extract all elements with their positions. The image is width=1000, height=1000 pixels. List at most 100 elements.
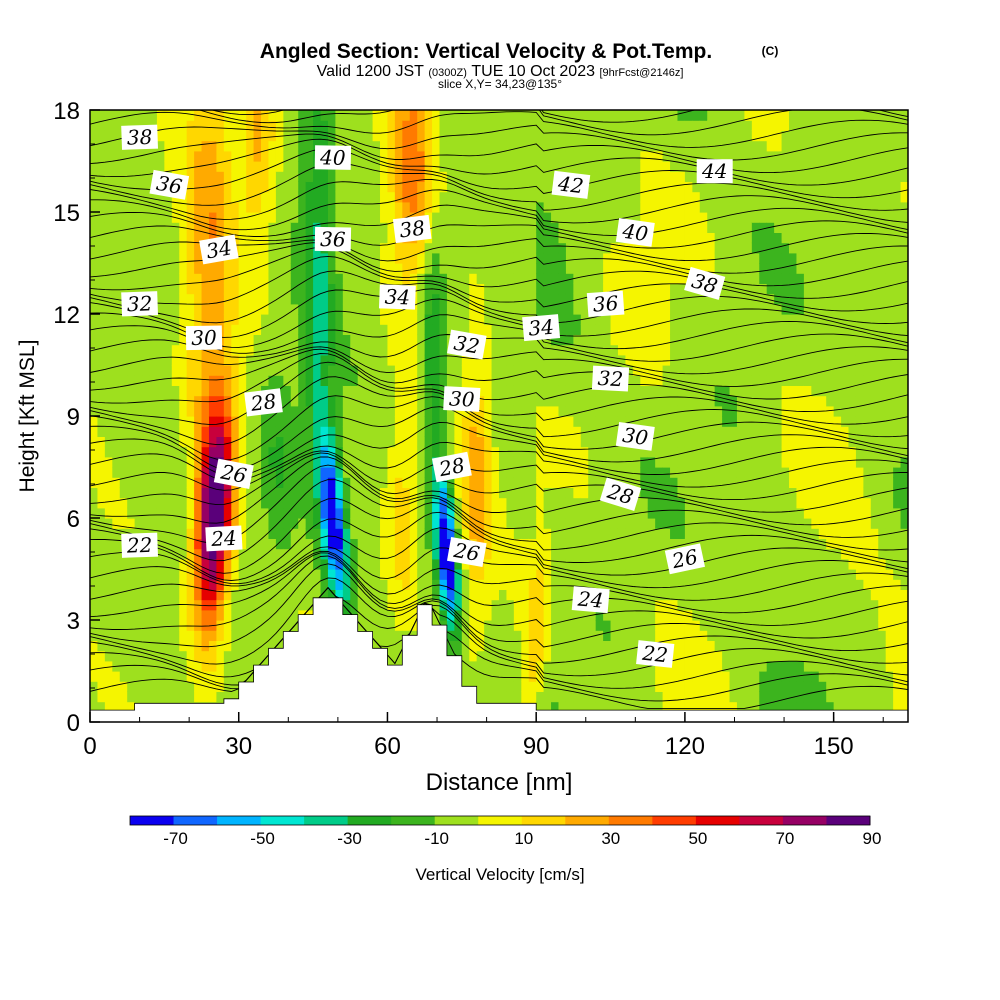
velocity-cell (536, 477, 545, 488)
velocity-cell (112, 589, 121, 601)
velocity-cell (127, 681, 136, 692)
velocity-cell (208, 283, 218, 295)
velocity-cell (394, 426, 403, 437)
velocity-cell (446, 487, 455, 499)
velocity-cell (632, 599, 641, 611)
velocity-cell (290, 609, 299, 621)
velocity-cell (149, 222, 158, 233)
velocity-cell (357, 120, 366, 131)
velocity-cell (313, 324, 322, 335)
velocity-cell (536, 487, 545, 499)
velocity-cell (424, 405, 433, 417)
velocity-cell (454, 375, 463, 386)
velocity-cell (684, 620, 693, 631)
velocity-cell (261, 191, 270, 203)
velocity-cell (127, 212, 136, 223)
velocity-cell (268, 314, 277, 325)
velocity-cell (305, 161, 314, 172)
velocity-cell (536, 701, 545, 713)
velocity-cell (97, 456, 106, 468)
velocity-cell (171, 395, 180, 407)
velocity-cell (171, 385, 180, 397)
velocity-cell (394, 252, 403, 264)
velocity-cell (655, 181, 664, 193)
velocity-cell (499, 232, 508, 244)
velocity-cell (439, 446, 448, 458)
velocity-cell (513, 365, 522, 376)
velocity-cell (283, 140, 292, 152)
velocity-cell (499, 150, 508, 162)
velocity-cell (699, 110, 708, 121)
velocity-cell (580, 456, 589, 468)
velocity-cell (432, 130, 441, 142)
velocity-cell (313, 130, 322, 142)
velocity-cell (543, 120, 552, 131)
velocity-cell (432, 354, 441, 366)
velocity-cell (335, 436, 344, 448)
velocity-cell (179, 609, 188, 621)
velocity-cell (491, 538, 500, 550)
velocity-cell (201, 375, 210, 386)
velocity-cell (231, 650, 240, 662)
velocity-cell (231, 630, 240, 641)
velocity-cell (231, 507, 240, 519)
velocity-cell (261, 416, 270, 427)
velocity-cell (268, 426, 277, 437)
velocity-cell (201, 589, 210, 601)
velocity-cell (499, 548, 508, 560)
velocity-cell (484, 344, 493, 356)
velocity-cell (112, 691, 121, 703)
velocity-cell (670, 314, 679, 325)
velocity-cell (424, 579, 433, 590)
velocity-cell (208, 191, 218, 203)
velocity-cell (692, 242, 701, 254)
velocity-cell (275, 416, 284, 427)
velocity-cell (491, 528, 500, 539)
velocity-cell (625, 691, 634, 703)
velocity-cell (588, 344, 597, 356)
velocity-cell (439, 314, 448, 325)
velocity-cell (402, 334, 411, 346)
velocity-cell (499, 385, 508, 397)
velocity-cell (536, 140, 545, 152)
velocity-cell (261, 558, 270, 570)
velocity-cell (588, 650, 597, 662)
velocity-cell (528, 548, 537, 560)
velocity-cell (142, 334, 151, 346)
velocity-cell (580, 558, 589, 570)
velocity-cell (632, 579, 641, 590)
velocity-cell (179, 120, 188, 131)
velocity-cell (424, 130, 433, 142)
velocity-cell (551, 548, 560, 560)
velocity-cell (149, 150, 158, 162)
velocity-cell (610, 528, 619, 539)
chart-title: Angled Section: Vertical Velocity & Pot.… (260, 40, 712, 63)
velocity-cell (104, 161, 113, 172)
velocity-cell (119, 314, 128, 325)
velocity-cell (655, 507, 664, 519)
velocity-cell (365, 212, 374, 223)
velocity-cell (617, 599, 627, 611)
velocity-cell (506, 405, 515, 417)
velocity-cell (610, 191, 619, 203)
velocity-cell (246, 334, 255, 346)
velocity-cell (617, 140, 627, 152)
velocity-cell (469, 273, 478, 284)
velocity-cell (119, 426, 128, 437)
velocity-cell (342, 548, 351, 560)
velocity-cell (313, 487, 322, 499)
velocity-cell (640, 609, 649, 621)
velocity-cell (171, 477, 180, 488)
velocity-cell (580, 507, 589, 519)
velocity-cell (610, 660, 619, 672)
velocity-cell (558, 630, 567, 641)
velocity-cell (327, 497, 336, 509)
velocity-cell (402, 120, 411, 131)
velocity-cell (655, 171, 664, 182)
velocity-cell (320, 528, 329, 539)
velocity-cell (246, 130, 255, 142)
velocity-cell (655, 538, 664, 550)
velocity-cell (268, 212, 277, 223)
velocity-cell (521, 640, 530, 652)
velocity-cell (677, 283, 686, 295)
